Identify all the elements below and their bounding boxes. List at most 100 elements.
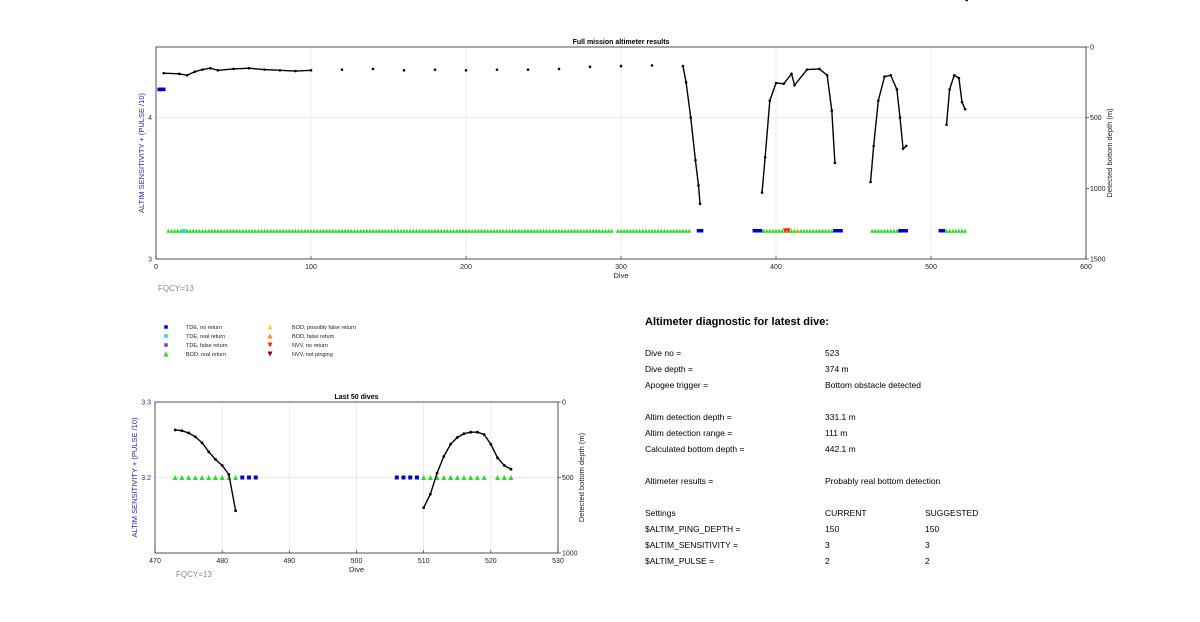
legend-triangle-down-icon — [267, 342, 273, 348]
bod-real-return-marker — [826, 228, 831, 233]
bod-real-return-marker — [305, 228, 310, 233]
bod-real-return-marker — [296, 228, 301, 233]
bod-real-return-marker — [216, 228, 220, 233]
depth-point — [698, 202, 702, 206]
bod-real-return-marker — [234, 228, 239, 233]
bod-real-return-marker — [566, 228, 571, 233]
legend-label: NVV, no return — [292, 343, 328, 349]
bod-real-return-marker — [253, 228, 258, 233]
tde-no-return-marker — [414, 475, 419, 480]
depth-point — [793, 83, 796, 87]
depth-point — [898, 116, 902, 119]
bod-real-return-marker — [481, 475, 487, 480]
diag-label: Dive depth = — [645, 364, 693, 374]
bod-real-return-marker — [950, 228, 955, 233]
legend-triangle-up-icon — [267, 324, 273, 330]
tde-no-return-marker — [901, 228, 905, 233]
depth-point — [193, 70, 197, 74]
tde-no-return-marker — [755, 228, 760, 233]
tde-no-return-marker — [839, 228, 843, 233]
depth-point — [489, 442, 493, 446]
bod-real-return-marker — [625, 228, 630, 233]
bod-real-return-marker — [228, 228, 233, 233]
x-tick-label: 490 — [283, 558, 295, 565]
y-right-tick-label: 500 — [1090, 115, 1102, 122]
bod-real-return-marker — [199, 475, 205, 480]
y-right-axis-label: Detected bottom depth (m) — [577, 432, 586, 522]
legend-label: TDE, real return — [186, 334, 225, 340]
depth-point — [774, 81, 778, 85]
depth-point — [901, 147, 905, 151]
bod-real-return-marker — [671, 228, 676, 233]
bod-real-return-marker — [309, 228, 313, 233]
y-left-axis-label: ALTIM SENSITIVITY + (PULSE /10) — [130, 417, 139, 537]
depth-point — [200, 441, 204, 445]
y-right-tick-label: 0 — [1090, 45, 1094, 52]
bod-false-return-marker — [795, 228, 800, 233]
y-left-tick-label: 3.3 — [141, 400, 151, 407]
tde-no-return-marker — [162, 87, 166, 92]
legend-item: NVV, not pinging — [267, 351, 333, 358]
fqcy-label: FQCY=13 — [176, 570, 212, 579]
setting-label: $ALTIM_SENSITIVITY = — [645, 540, 738, 550]
bod-real-return-marker — [426, 228, 431, 233]
depth-point — [588, 65, 592, 69]
chart-title: Last 50 dives — [335, 394, 379, 401]
bod-real-return-marker — [953, 228, 958, 233]
bod-real-return-marker — [780, 228, 785, 233]
bod-real-return-marker — [495, 228, 499, 233]
depth-point — [833, 161, 837, 165]
bod-real-return-marker — [250, 228, 255, 233]
tde-no-return-marker — [898, 228, 902, 233]
legend-label: NVV, not pinging — [292, 352, 333, 358]
y-right-tick-label: 500 — [562, 475, 574, 482]
tde-no-return-marker — [699, 228, 704, 233]
depth-point — [957, 76, 961, 80]
depth-point — [963, 107, 967, 111]
bod-real-return-marker — [386, 228, 391, 233]
depth-curve-segment — [869, 74, 907, 183]
bod-real-return-marker — [209, 228, 214, 233]
legend-square-icon — [164, 325, 168, 329]
y-right-tick-label: 1500 — [1090, 257, 1106, 264]
bod-real-return-marker — [206, 475, 212, 480]
depth-point — [818, 67, 821, 71]
depth-point — [872, 144, 875, 148]
bod-real-return-marker — [445, 228, 450, 233]
tde-no-return-marker — [247, 475, 252, 480]
bod-real-return-marker — [541, 228, 546, 233]
bod-real-return-marker — [594, 228, 599, 233]
bod-real-return-marker — [501, 228, 506, 233]
bod-real-return-marker — [560, 228, 565, 233]
depth-point — [469, 430, 473, 434]
bod-real-return-marker — [222, 228, 227, 233]
bod-real-return-marker — [677, 228, 682, 233]
bod-real-return-marker — [578, 228, 583, 233]
depth-point — [694, 158, 697, 162]
bod-real-return-marker — [284, 228, 289, 233]
bod-real-return-marker — [451, 228, 456, 233]
bod-real-return-marker — [166, 228, 171, 233]
bod-real-return-marker — [628, 228, 633, 233]
bod-real-return-marker — [395, 228, 400, 233]
bod-real-return-marker — [563, 228, 568, 233]
bod-real-return-marker — [448, 475, 454, 480]
legend-item: TDE, real return — [164, 334, 225, 340]
tde-no-return-marker — [240, 475, 245, 480]
depth-curve-segment — [423, 431, 512, 509]
bod-real-return-marker — [172, 228, 177, 233]
depth-point — [207, 450, 211, 454]
bod-real-return-marker — [823, 228, 828, 233]
bod-real-return-marker — [364, 228, 369, 233]
bod-real-return-marker — [656, 228, 661, 233]
bod-real-return-marker — [792, 228, 797, 233]
legend-square-icon — [164, 334, 168, 338]
depth-point — [684, 81, 688, 84]
depth-point — [294, 69, 297, 73]
bod-real-return-marker — [476, 228, 481, 233]
depth-point — [220, 464, 224, 467]
bod-real-return-marker — [259, 228, 264, 233]
depth-point — [768, 99, 772, 103]
depth-point — [790, 72, 793, 76]
depth-point — [433, 68, 437, 71]
